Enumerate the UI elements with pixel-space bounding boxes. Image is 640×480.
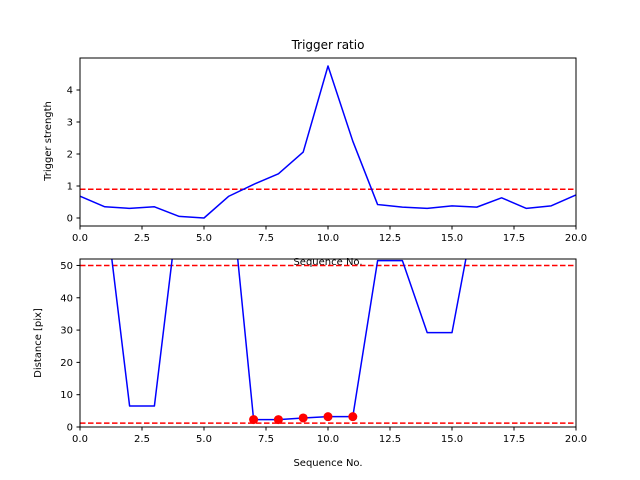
top-chart-ytick-label: 0: [67, 214, 73, 225]
top-chart-xtick-label: 12.5: [379, 233, 401, 244]
bottom-chart-ytick-label: 10: [60, 390, 73, 401]
bottom-chart-xtick-label: 5.0: [196, 434, 212, 445]
bottom-chart-point-1: [273, 415, 283, 425]
bottom-chart-ytick-label: 30: [60, 326, 73, 337]
bottom-chart-xtick-label: 17.5: [503, 434, 525, 445]
top-chart-xtick-label: 15.0: [441, 233, 463, 244]
bottom-chart-point-4: [348, 412, 358, 422]
bottom-chart-point-0: [249, 415, 259, 425]
bottom-chart-ytick-label: 50: [60, 261, 73, 272]
top-chart-xtick-label: 2.5: [134, 233, 150, 244]
bottom-chart-xtick-label: 15.0: [441, 434, 463, 445]
top-chart-xtick-label: 10.0: [317, 233, 339, 244]
bottom-chart-xtick-label: 7.5: [258, 434, 274, 445]
top-chart-ylabel: Trigger strength: [43, 101, 54, 182]
bottom-chart-point-2: [298, 413, 308, 423]
top-chart-xtick-label: 0.0: [72, 233, 88, 244]
bottom-chart-xtick-label: 0.0: [72, 434, 88, 445]
top-chart-ytick-label: 4: [67, 86, 73, 97]
top-chart-title: Trigger ratio: [291, 38, 365, 52]
bottom-chart-series-line-0: [111, 259, 467, 421]
top-chart-ytick-label: 1: [67, 182, 73, 193]
top-chart-xtick-label: 7.5: [258, 233, 274, 244]
top-chart: 0.0 2.5 5.0 7.5 10.0 12.5 15.0 17.5 20.0 0 1 2 3 4: [67, 57, 587, 244]
top-chart-series-line-0: [80, 65, 576, 219]
bottom-chart-xtick-label: 20.0: [565, 434, 587, 445]
bottom-chart-xtick-label: 12.5: [379, 434, 401, 445]
top-chart-xtick-label: 5.0: [196, 233, 212, 244]
top-chart-xtick-label: 17.5: [503, 233, 525, 244]
top-chart-xtick-label: 20.0: [565, 233, 587, 244]
top-chart-xlabel: Sequence No.: [293, 257, 362, 268]
bottom-chart: 0.0 2.5 5.0 7.5 10.0 12.5 15.0 17.5 20.0 0 10 20 30 4…: [60, 258, 587, 445]
bottom-chart-ytick-label: 20: [60, 358, 73, 369]
bottom-chart-ytick-label: 40: [60, 293, 73, 304]
bottom-chart-xtick-label: 2.5: [134, 434, 150, 445]
bottom-chart-ylabel: Distance [pix]: [33, 308, 44, 378]
bottom-chart-xlabel: Sequence No.: [293, 458, 362, 469]
top-chart-ytick-label: 2: [67, 150, 73, 161]
bottom-chart-xtick-label: 10.0: [317, 434, 339, 445]
bottom-chart-point-3: [323, 412, 333, 422]
bottom-chart-ytick-label: 0: [67, 423, 73, 434]
top-chart-ytick-label: 3: [67, 118, 73, 129]
